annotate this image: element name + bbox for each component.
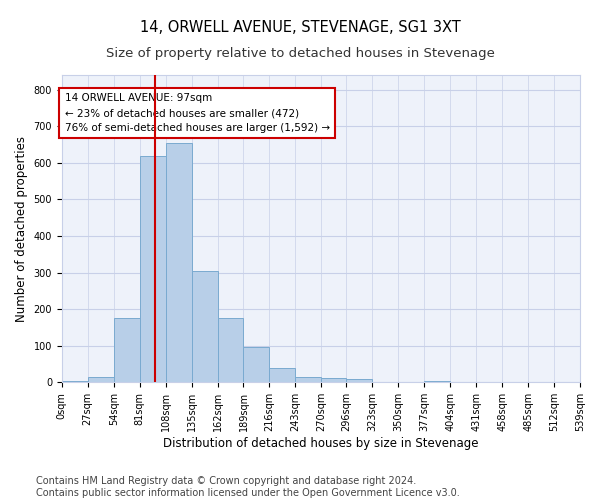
Bar [88,377,113,382]
Text: Contains HM Land Registry data © Crown copyright and database right 2024.
Contai: Contains HM Land Registry data © Crown c… [36,476,460,498]
Text: Size of property relative to detached houses in Stevenage: Size of property relative to detached ho… [106,48,494,60]
Bar [113,318,140,382]
Bar [295,377,322,382]
X-axis label: Distribution of detached houses by size in Stevenage: Distribution of detached houses by size … [163,437,479,450]
Bar [424,380,450,382]
Bar [140,156,166,382]
Bar [166,142,191,382]
Bar [346,380,373,382]
Bar [269,368,295,382]
Y-axis label: Number of detached properties: Number of detached properties [15,136,28,322]
Bar [218,318,244,382]
Bar [322,378,346,382]
Text: 14, ORWELL AVENUE, STEVENAGE, SG1 3XT: 14, ORWELL AVENUE, STEVENAGE, SG1 3XT [140,20,460,35]
Text: 14 ORWELL AVENUE: 97sqm
← 23% of detached houses are smaller (472)
76% of semi-d: 14 ORWELL AVENUE: 97sqm ← 23% of detache… [65,94,330,133]
Bar [244,347,269,382]
Bar [62,380,88,382]
Bar [191,271,218,382]
